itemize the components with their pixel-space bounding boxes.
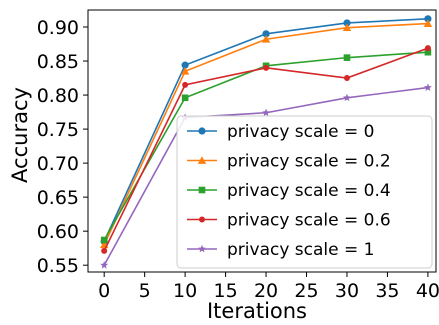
legend-marker — [199, 216, 205, 223]
x-tick-label: 10 — [173, 280, 197, 302]
y-tick-label: 0.70 — [37, 153, 79, 175]
data-point — [181, 94, 189, 102]
plot-frame — [87, 9, 437, 273]
x-tick-label: 20 — [254, 280, 278, 302]
plot-layer: 0 5 10 15 20 25 30 35 40 0.55 0.60 0.65 0.70 0.75 0.80… — [37, 9, 439, 302]
data-point — [101, 247, 108, 254]
data-point — [342, 23, 352, 32]
data-point — [100, 236, 108, 244]
data-point — [343, 19, 351, 27]
legend-item: privacy scale = 0.2 — [187, 152, 391, 172]
data-point — [424, 48, 432, 56]
legend-item: privacy scale = 0.6 — [187, 211, 391, 231]
legend-item: privacy scale = 1 — [187, 240, 374, 260]
legend-label: privacy scale = 0.6 — [227, 211, 391, 231]
y-tick-label: 0.80 — [37, 85, 79, 107]
data-point — [423, 83, 432, 91]
x-tick-label: 30 — [335, 280, 359, 302]
x-tick-label: 35 — [375, 280, 399, 302]
series-2 — [99, 19, 433, 249]
data-point — [424, 15, 432, 23]
data-point — [263, 64, 270, 71]
data-point — [343, 54, 351, 61]
x-axis-label: Iterations — [207, 299, 307, 323]
legend-label: privacy scale = 0.2 — [227, 152, 391, 172]
data-point — [262, 30, 270, 38]
y-axis-label: Accuracy — [8, 87, 32, 183]
y-tick-label: 0.65 — [37, 187, 79, 209]
x-tick-label: 25 — [294, 280, 318, 302]
legend-label: privacy scale = 0.4 — [227, 181, 391, 201]
legend-marker — [198, 186, 206, 194]
y-tick-label: 0.60 — [37, 221, 79, 243]
data-point — [182, 81, 189, 88]
data-point — [180, 67, 190, 75]
legend-marker — [198, 127, 206, 135]
data-point — [423, 19, 433, 27]
data-point — [343, 75, 350, 82]
y-tick-label: 0.75 — [37, 119, 79, 141]
data-point — [261, 35, 271, 43]
y-tick-label: 0.90 — [37, 17, 79, 39]
legend-label: privacy scale = 1 — [227, 240, 374, 260]
data-point — [181, 61, 189, 69]
x-tick-label: 40 — [416, 280, 439, 302]
legend: privacy scale = 0 privacy scale = 0.2 priv… — [176, 115, 433, 269]
legend-marker — [198, 244, 206, 253]
legend-marker — [197, 156, 207, 164]
legend-item: privacy scale = 0.4 — [187, 181, 391, 201]
y-tick-label: 0.85 — [37, 51, 79, 73]
data-point — [262, 108, 271, 117]
x-tick-label: 0 — [98, 280, 110, 302]
legend-item: privacy scale = 0 — [187, 122, 374, 142]
legend-label: privacy scale = 0 — [227, 122, 374, 142]
x-tick-label: 5 — [139, 280, 151, 302]
data-point — [100, 260, 109, 269]
data-point — [424, 45, 431, 52]
series-4 — [101, 45, 431, 254]
x-tick-label: 15 — [213, 280, 237, 302]
data-point — [342, 93, 351, 102]
y-tick-label: 0.55 — [37, 255, 79, 277]
legend-box — [176, 115, 433, 269]
